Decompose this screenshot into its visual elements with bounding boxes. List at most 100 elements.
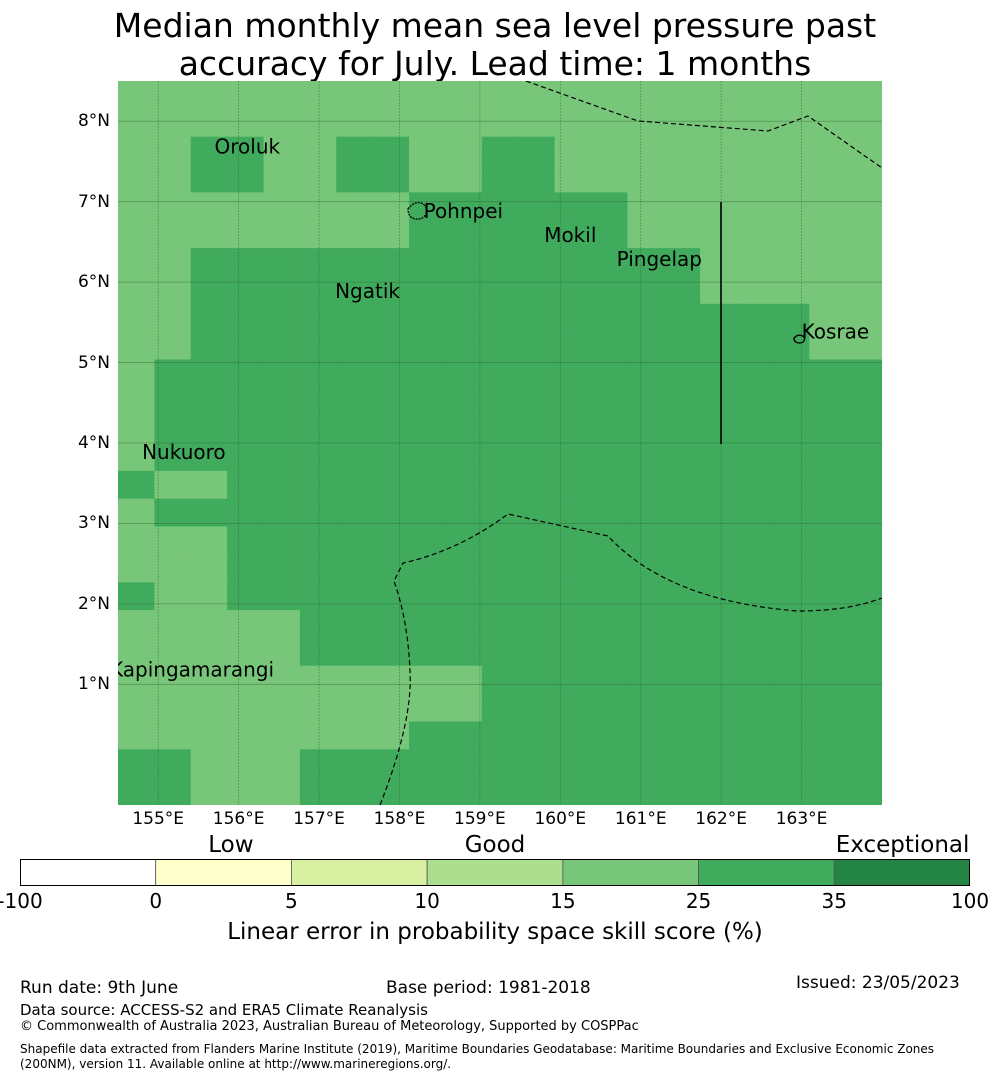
skill-cell xyxy=(663,777,701,805)
skill-cell xyxy=(299,470,337,500)
map-canvas[interactable]: Oroluk Pohnpei Mokil Pingelap Ngatik Kosrae Nu… xyxy=(118,81,882,805)
skill-cell xyxy=(700,470,738,500)
latitude-label: 6°N xyxy=(77,272,110,293)
skill-cell xyxy=(409,470,447,500)
skill-cell xyxy=(809,248,847,277)
longitude-label: 163°E xyxy=(775,809,828,829)
skill-cell xyxy=(845,248,882,277)
skill-cell xyxy=(845,415,882,444)
skill-cell xyxy=(663,415,701,444)
skill-cell xyxy=(227,693,265,723)
longitude-label: 158°E xyxy=(373,809,426,829)
skill-cell xyxy=(154,81,192,110)
skill-cell xyxy=(845,443,882,472)
skill-cell xyxy=(118,665,155,695)
skill-cell xyxy=(336,164,374,193)
latitude-label: 4°N xyxy=(77,433,110,453)
skill-cell xyxy=(736,665,774,695)
skill-cell xyxy=(190,443,228,472)
skill-cell xyxy=(154,637,192,667)
skill-cell xyxy=(336,136,374,166)
skill-cell xyxy=(372,303,410,333)
skill-cell xyxy=(481,108,519,138)
skill-cell xyxy=(190,749,228,778)
longitude-label: 156°E xyxy=(212,809,265,829)
skill-cell xyxy=(845,777,882,805)
skill-cell xyxy=(481,526,519,555)
colorbar-tick-label: 15 xyxy=(550,889,576,913)
skill-cell xyxy=(663,192,701,221)
skill-cell xyxy=(445,81,483,110)
latitude-label: 7°N xyxy=(77,191,110,212)
skill-cell xyxy=(263,610,301,639)
skill-cell xyxy=(590,275,628,305)
latitude-label: 1°N xyxy=(77,674,110,695)
skill-cell xyxy=(772,610,810,639)
skill-cell xyxy=(118,192,155,221)
skill-cell xyxy=(263,443,301,472)
skill-cell xyxy=(809,498,847,528)
skill-cell xyxy=(409,665,447,695)
skill-cell xyxy=(554,721,592,750)
skill-cell xyxy=(409,582,447,611)
skill-cell xyxy=(154,192,192,221)
map-panel[interactable]: Oroluk Pohnpei Mokil Pingelap Ngatik Kosrae Nu… xyxy=(118,81,882,805)
skill-cell xyxy=(154,693,192,723)
skill-cell xyxy=(154,665,192,695)
skill-cell xyxy=(663,164,701,193)
colorbar xyxy=(20,859,970,886)
skill-cell xyxy=(736,303,774,333)
skill-cell xyxy=(627,136,665,166)
skill-cell xyxy=(263,108,301,138)
skill-cell xyxy=(772,415,810,444)
skill-cell xyxy=(736,192,774,221)
skill-cell xyxy=(154,554,192,583)
skill-cell xyxy=(700,443,738,472)
skill-cell xyxy=(627,693,665,723)
colorbar-tick-label: 5 xyxy=(285,889,298,913)
skill-cell xyxy=(481,693,519,723)
skill-cell xyxy=(590,693,628,723)
skill-cell xyxy=(227,749,265,778)
skill-cell xyxy=(772,554,810,583)
skill-cell xyxy=(336,637,374,667)
skill-cell xyxy=(700,777,738,805)
skill-cell xyxy=(118,610,155,639)
skill-cell xyxy=(736,554,774,583)
skill-cell xyxy=(700,108,738,138)
skill-cell xyxy=(627,582,665,611)
skill-cell xyxy=(481,721,519,750)
skill-cell xyxy=(554,582,592,611)
eez-boundaries xyxy=(379,81,882,805)
skill-cell xyxy=(409,610,447,639)
skill-cell xyxy=(627,443,665,472)
skill-cell xyxy=(627,192,665,221)
skill-cell xyxy=(627,526,665,555)
skill-cell xyxy=(409,443,447,472)
skill-cell xyxy=(590,498,628,528)
skill-cell xyxy=(299,387,337,416)
skill-cell xyxy=(518,721,556,750)
skill-cell xyxy=(299,415,337,444)
skill-cell xyxy=(627,470,665,500)
skill-cell xyxy=(518,526,556,555)
skill-cell xyxy=(299,108,337,138)
skill-cell xyxy=(372,275,410,305)
skill-cell xyxy=(299,164,337,193)
skill-cell xyxy=(409,220,447,249)
skill-cell xyxy=(299,136,337,166)
skill-cell xyxy=(700,192,738,221)
skill-cell xyxy=(700,331,738,361)
skill-cell xyxy=(372,136,410,166)
skill-cell xyxy=(590,665,628,695)
skill-cell xyxy=(154,470,192,500)
skill-cell xyxy=(554,749,592,778)
skill-cell xyxy=(118,387,155,416)
skill-cell xyxy=(118,693,155,723)
skill-cell xyxy=(772,275,810,305)
skill-cell xyxy=(336,331,374,361)
chart-title-line-1: Median monthly mean sea level pressure p… xyxy=(113,6,877,45)
skill-cell xyxy=(736,693,774,723)
skill-cell xyxy=(772,470,810,500)
skill-cell xyxy=(263,415,301,444)
